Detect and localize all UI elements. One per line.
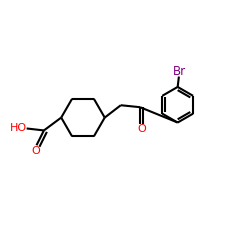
Text: HO: HO xyxy=(10,123,27,133)
Text: Br: Br xyxy=(173,64,186,78)
Text: O: O xyxy=(137,124,146,134)
Text: O: O xyxy=(32,146,40,156)
